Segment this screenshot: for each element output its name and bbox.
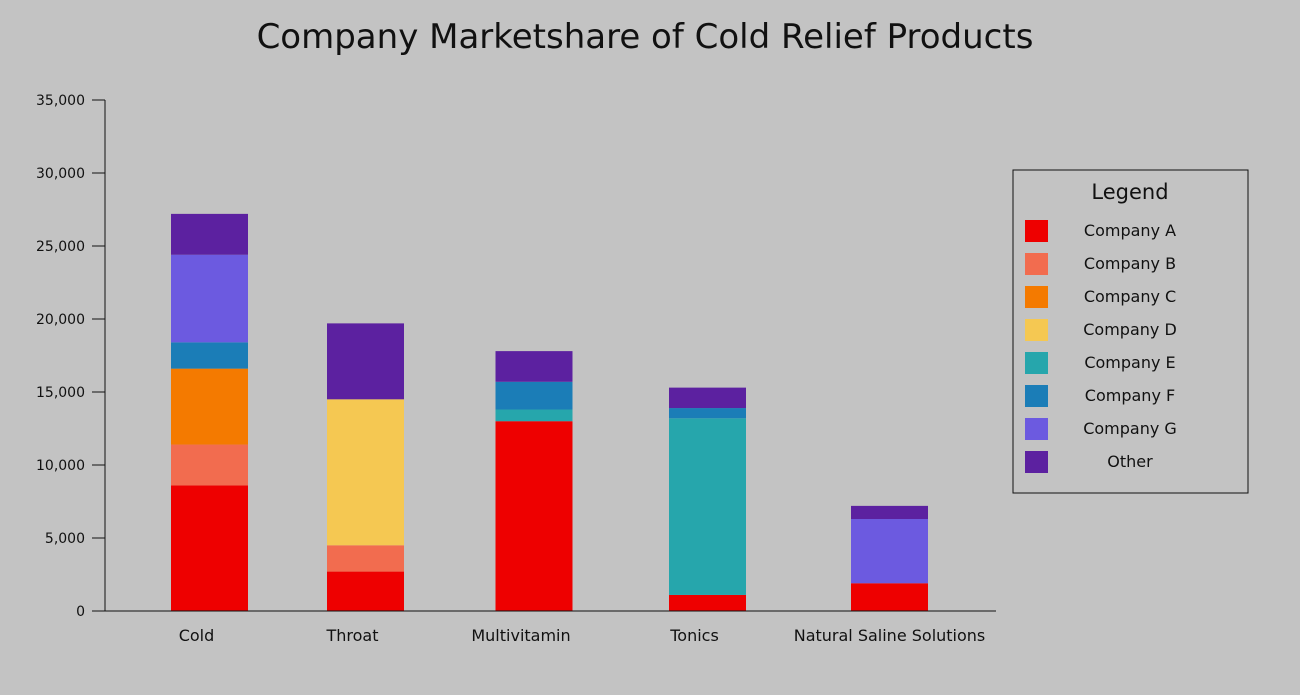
- y-tick-label: 5,000: [45, 531, 85, 547]
- bar-tonics-company-a: [669, 594, 746, 611]
- legend-swatch: [1025, 418, 1048, 440]
- legend-swatch: [1025, 220, 1048, 242]
- bar-throat-company-a: [327, 571, 404, 611]
- bar-cold-company-f: [171, 342, 248, 369]
- legend-label: Company F: [1085, 386, 1175, 405]
- y-tick-label: 20,000: [36, 312, 85, 328]
- bar-throat-other: [327, 323, 404, 400]
- bar-multivitamin-company-f: [495, 381, 573, 410]
- bar-cold-company-c: [171, 368, 248, 445]
- x-axis: Cold Throat Multivitamin Tonics Natural Sali…: [92, 610, 996, 645]
- bar-natural-saline-solutions-other: [851, 505, 928, 520]
- legend-label: Company G: [1083, 419, 1177, 438]
- bar-tonics-company-e: [669, 418, 746, 595]
- bar-natural-saline-solutions-company-g: [851, 519, 928, 584]
- legend-swatch: [1025, 286, 1048, 308]
- legend-title: Legend: [1091, 180, 1168, 204]
- y-axis: 0 5,000 10,000 15,000 20,000 25,000 30,000 35,0…: [36, 93, 106, 620]
- chart-title: Company Marketshare of Cold Relief Produ…: [257, 17, 1034, 57]
- bar-tonics-company-f: [669, 408, 746, 419]
- bar-cold-company-a: [171, 485, 248, 611]
- x-tick-label: Natural Saline Solutions: [794, 626, 986, 645]
- legend-label: Other: [1107, 452, 1153, 471]
- legend-label: Company C: [1084, 287, 1176, 306]
- legend-label: Company B: [1084, 254, 1176, 273]
- legend-swatch: [1025, 451, 1048, 473]
- bar-multivitamin-company-a: [495, 421, 573, 611]
- x-tick-label: Tonics: [669, 626, 719, 645]
- legend-label: Company A: [1084, 221, 1176, 240]
- bar-natural-saline-solutions-company-a: [851, 583, 928, 611]
- legend-swatch: [1025, 385, 1048, 407]
- y-tick-label: 0: [76, 604, 85, 620]
- bar-multivitamin-other: [495, 351, 573, 382]
- legend-swatch: [1025, 352, 1048, 374]
- bars: [171, 213, 928, 611]
- legend-swatch: [1025, 319, 1048, 341]
- legend-swatch: [1025, 253, 1048, 275]
- y-tick-label: 35,000: [36, 93, 85, 109]
- legend-label: Company E: [1084, 353, 1175, 372]
- bar-multivitamin-company-e: [495, 409, 573, 422]
- bar-throat-company-d: [327, 399, 404, 546]
- y-tick-label: 25,000: [36, 239, 85, 255]
- bar-cold-other: [171, 213, 248, 255]
- y-tick-label: 30,000: [36, 166, 85, 182]
- bar-throat-company-b: [327, 545, 404, 572]
- bar-tonics-other: [669, 387, 746, 409]
- bar-cold-company-b: [171, 444, 248, 486]
- x-tick-label: Cold: [179, 626, 215, 645]
- y-tick-label: 10,000: [36, 458, 85, 474]
- legend-box: [1012, 169, 1249, 494]
- y-tick-label: 15,000: [36, 385, 85, 401]
- x-tick-label: Throat: [325, 626, 378, 645]
- legend-label: Company D: [1083, 320, 1177, 339]
- legend: Legend Company A Company B Company C Compan…: [1012, 169, 1249, 494]
- x-tick-label: Multivitamin: [471, 626, 570, 645]
- bar-cold-company-g: [171, 254, 248, 343]
